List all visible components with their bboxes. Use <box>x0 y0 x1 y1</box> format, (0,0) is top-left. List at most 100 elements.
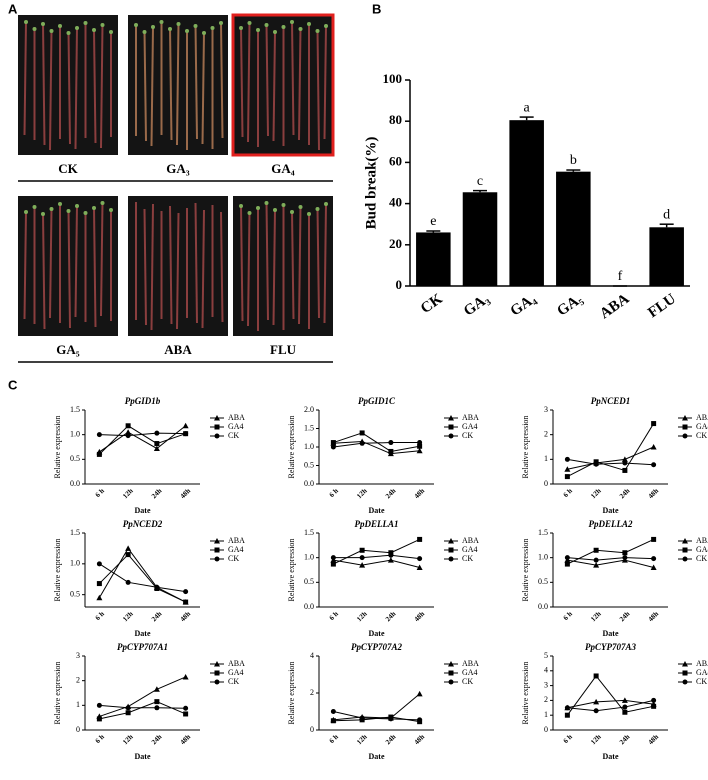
x-tick-label: 12h <box>589 733 602 746</box>
marker <box>416 690 423 697</box>
legend-label: ABA <box>462 413 479 422</box>
legend-label: GA4 <box>696 545 708 554</box>
legend-label: GA4 <box>696 668 708 677</box>
bud <box>290 20 294 24</box>
y-tick-label: 1 <box>76 700 80 709</box>
x-tick-label: 48h <box>179 733 192 746</box>
series-line <box>567 559 654 569</box>
x-tick-label: 12h <box>589 610 602 623</box>
legend-label: GA4 <box>228 545 244 554</box>
bar <box>556 171 591 286</box>
y-tick-label: 1 <box>544 710 548 719</box>
marker <box>621 456 628 462</box>
y-tick-label: 40 <box>389 195 402 210</box>
marker <box>448 670 454 676</box>
bud <box>92 28 96 32</box>
marker <box>214 661 220 667</box>
marker <box>214 670 220 676</box>
bud <box>83 21 88 25</box>
marker <box>651 462 657 468</box>
marker <box>214 538 220 544</box>
legend-label: ABA <box>696 413 708 422</box>
branch <box>49 207 53 319</box>
marker <box>448 424 454 430</box>
legend-label: GA4 <box>228 668 244 677</box>
marker <box>183 711 189 717</box>
marker <box>359 555 365 561</box>
bud <box>247 211 252 215</box>
significance-letter: b <box>570 153 577 168</box>
y-axis-label: Bud break(%) <box>363 137 379 230</box>
y-axis-label: Relative expression <box>53 662 62 725</box>
x-tick-label: 6 h <box>562 487 574 499</box>
marker <box>593 698 600 705</box>
x-tick-label: GA₄ <box>508 291 540 320</box>
panel-label: B <box>372 1 381 16</box>
bud <box>324 202 328 206</box>
bud <box>159 20 164 24</box>
branch <box>291 210 295 320</box>
chart-title: PpGID1b <box>125 396 161 406</box>
marker <box>651 697 657 703</box>
y-tick-label: 1 <box>544 454 548 463</box>
y-tick-label: 0 <box>76 725 80 734</box>
panel-label: A <box>8 1 18 16</box>
legend-label: GA4 <box>696 422 708 431</box>
y-tick-label: 4 <box>544 666 548 675</box>
marker <box>125 433 131 439</box>
series-line <box>333 538 420 565</box>
y-tick-label: 0.5 <box>70 454 80 463</box>
marker <box>359 430 365 436</box>
x-tick-label: 24h <box>618 733 631 746</box>
marker <box>388 552 394 558</box>
branch <box>150 203 154 331</box>
y-tick-label: 0 <box>310 725 314 734</box>
marker <box>153 445 160 451</box>
legend-label: CK <box>462 554 473 563</box>
x-tick-label: 48h <box>179 610 192 623</box>
marker <box>182 422 189 429</box>
branch <box>316 207 320 319</box>
bud <box>142 30 147 34</box>
marker <box>154 430 160 436</box>
y-tick-label: 2 <box>544 695 548 704</box>
marker <box>417 440 423 446</box>
bar <box>416 232 451 286</box>
series-line <box>99 701 186 720</box>
y-tick-label: 1.0 <box>304 442 314 451</box>
x-tick-label: 12h <box>355 487 368 500</box>
x-tick-label: 12h <box>121 733 134 746</box>
marker <box>622 709 628 715</box>
bar <box>649 227 684 286</box>
x-tick-label: 24h <box>384 733 397 746</box>
y-tick-label: 80 <box>389 112 402 127</box>
y-axis-label: Relative expression <box>521 539 530 602</box>
bud <box>83 211 88 215</box>
x-axis-label: Date <box>603 506 619 515</box>
bud <box>32 27 37 31</box>
chart-title: PpGID1C <box>358 396 396 406</box>
photo-label: GA₃ <box>166 161 190 176</box>
y-tick-label: 1.5 <box>304 528 314 537</box>
branch <box>169 27 173 141</box>
bud <box>100 23 105 27</box>
x-axis-label: Date <box>603 629 619 638</box>
x-tick-label: 6 h <box>94 610 106 622</box>
marker <box>593 547 599 553</box>
marker <box>621 697 628 703</box>
y-tick-label: 0.0 <box>538 602 548 611</box>
marker <box>564 561 570 567</box>
bud <box>264 201 269 205</box>
x-tick-label: 48h <box>647 610 660 623</box>
series-line <box>333 693 420 721</box>
photo-label: CK <box>58 161 78 176</box>
series-line <box>99 425 186 453</box>
x-tick-label: 24h <box>150 487 163 500</box>
y-tick-label: 1.5 <box>70 528 80 537</box>
legend-label: GA4 <box>462 422 478 431</box>
marker <box>593 557 599 563</box>
marker <box>96 594 103 601</box>
x-tick-label: 6 h <box>328 610 340 622</box>
x-tick-label: 24h <box>384 487 397 500</box>
